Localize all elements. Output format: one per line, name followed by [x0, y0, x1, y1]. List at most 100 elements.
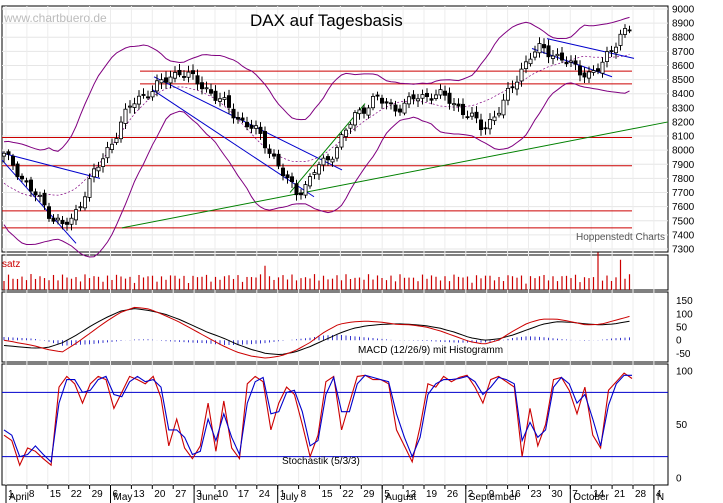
watermark: www.chartbuero.de [3, 11, 107, 25]
x-day-label: 13 [133, 489, 145, 500]
candle-body [433, 94, 438, 99]
x-day-label: 10 [217, 489, 229, 500]
panel-frame-1 [1, 254, 669, 291]
x-month-label: N [657, 492, 664, 503]
candle-body [294, 183, 299, 196]
candle-body [379, 97, 384, 104]
candle-body [249, 124, 254, 129]
candle-body [573, 60, 578, 65]
candle-body [393, 104, 398, 112]
x-day-label: 29 [363, 489, 375, 500]
candle-body [262, 131, 267, 149]
x-day-label: 1 [280, 489, 286, 500]
channel-line [546, 38, 635, 59]
candle-body [298, 192, 303, 196]
candle-body [528, 58, 533, 65]
short-uptrend-line [289, 103, 366, 193]
candle-body [578, 65, 583, 76]
candle-body [258, 126, 263, 134]
candle-body [289, 176, 294, 183]
macd-y-tick: 100 [676, 309, 693, 320]
x-day-label: 9 [489, 489, 495, 500]
candle-body [110, 143, 115, 150]
candle-body [402, 102, 407, 114]
x-day-label: 27 [175, 489, 187, 500]
y-tick-label: 7600 [672, 202, 695, 213]
candle-body [357, 109, 362, 115]
candle-body [15, 163, 20, 178]
candle-body [370, 96, 375, 109]
candle-body [627, 29, 632, 32]
candle-body [618, 33, 623, 46]
macd-line [3, 308, 630, 356]
candle-body [38, 194, 43, 197]
candle-body [33, 191, 38, 196]
candle-body [6, 151, 11, 155]
y-tick-label: 8600 [672, 61, 695, 72]
y-tick-label: 9000 [672, 5, 695, 16]
x-month-label: June [197, 492, 219, 503]
candle-body [533, 51, 538, 58]
y-tick-label: 7500 [672, 216, 695, 227]
candle-body [438, 89, 443, 96]
x-month-label: September [469, 492, 519, 503]
candle-body [456, 103, 461, 107]
x-day-label: 12 [405, 489, 417, 500]
candle-body [569, 60, 574, 63]
candle-body [312, 172, 317, 175]
candle-body [154, 80, 159, 92]
support-trendline [121, 121, 669, 229]
candle-body [19, 175, 24, 180]
candle-body [105, 147, 110, 159]
volume-bars [3, 252, 631, 290]
candle-body [190, 70, 195, 75]
y-axis-ticks: 9000 8900 8800 8700 8600 8500 8400 8300 8200 8100… [672, 5, 695, 485]
candle-body [492, 116, 497, 122]
x-day-label: 5 [384, 489, 390, 500]
candle-body [10, 155, 15, 166]
macd-y-tick: 150 [676, 296, 693, 307]
y-tick-label: 7400 [672, 230, 695, 241]
candle-body [591, 70, 596, 73]
candle-body [235, 117, 240, 120]
candle-body [519, 68, 524, 82]
candle-body [321, 157, 326, 166]
candle-body [600, 61, 605, 74]
candle-body [303, 184, 308, 196]
candle-body [83, 196, 88, 209]
macd-panel [3, 306, 630, 359]
candle-body [145, 96, 150, 99]
candle-body [78, 206, 83, 209]
candle-body [442, 90, 447, 96]
candle-body [339, 134, 344, 148]
candle-body [478, 119, 483, 131]
y-tick-label: 7700 [672, 188, 695, 199]
candle-body [420, 94, 425, 99]
candle-body [150, 91, 155, 98]
macd-label: MACD (12/26/9) mit Histogramm [358, 345, 503, 356]
candle-body [56, 217, 61, 221]
candle-body [397, 108, 402, 113]
x-day-label: 28 [635, 489, 647, 500]
volume-label: satz [2, 259, 20, 270]
candle-body [366, 107, 371, 116]
candle-body [447, 92, 452, 104]
candle-body [136, 95, 141, 105]
x-day-label: 22 [342, 489, 354, 500]
candle-body [226, 95, 231, 108]
candle-body [101, 158, 106, 167]
trendlines [1, 38, 669, 244]
candle-body [596, 68, 601, 72]
y-tick-label: 8900 [672, 19, 695, 30]
candle-body [542, 44, 547, 49]
candle-body [47, 206, 52, 219]
y-tick-label: 8400 [672, 89, 695, 100]
candle-body [217, 98, 222, 102]
candle-body [605, 51, 610, 62]
candle-body [213, 90, 218, 101]
x-month-label: May [114, 492, 133, 503]
candle-body [537, 43, 542, 54]
candle-body [24, 180, 29, 183]
x-month-label: August [385, 492, 416, 503]
